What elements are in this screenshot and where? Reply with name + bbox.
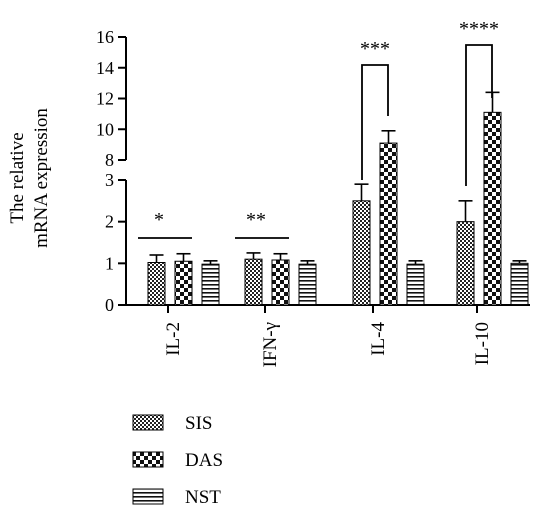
significance-bracket	[465, 44, 493, 186]
legend-swatch-NST	[132, 488, 164, 505]
x-tick-label: IL-2	[163, 322, 184, 356]
x-tick-label: IL-4	[368, 322, 389, 356]
bar-NST	[201, 263, 220, 306]
legend-swatch-DAS	[132, 451, 164, 468]
bar-SIS	[244, 258, 263, 306]
legend-label-SIS: SIS	[185, 413, 212, 434]
bar-SIS	[352, 200, 371, 306]
legend-item-DAS: DAS	[132, 450, 223, 471]
y-tick-label: 1	[105, 253, 114, 273]
y-tick-label: 12	[96, 89, 114, 109]
significance-bracket	[361, 64, 389, 180]
y-tick-label: 14	[96, 58, 114, 78]
y-tick-label: 8	[105, 150, 114, 170]
legend-item-NST: NST	[132, 487, 221, 508]
bar-SIS	[147, 262, 166, 306]
y-axis-label-line2: mRNA expression	[31, 108, 52, 248]
legend-swatch-SIS	[132, 414, 164, 431]
y-tick-label: 2	[105, 212, 114, 232]
bar-SIS	[456, 221, 475, 306]
significance-stars: *	[154, 209, 164, 231]
legend-label-DAS: DAS	[185, 450, 223, 471]
significance-stars: ****	[459, 18, 499, 40]
bar-DAS	[174, 260, 193, 306]
significance-stars: ***	[360, 38, 390, 60]
y-tick-label: 3	[105, 170, 114, 190]
y-tick-label: 16	[96, 27, 114, 47]
y-axis-label-line1: The relative	[7, 132, 28, 223]
bar-NST	[510, 262, 529, 306]
legend-item-SIS: SIS	[132, 413, 212, 434]
x-tick-label: IFN-γ	[260, 322, 281, 367]
bar-NST	[298, 263, 317, 306]
significance-stars: **	[246, 209, 266, 231]
bar-DAS	[483, 111, 502, 306]
significance-markers: * *********	[138, 18, 499, 239]
x-tick-label: IL-10	[472, 322, 493, 365]
bar-DAS	[271, 259, 290, 306]
bars	[147, 111, 529, 306]
bar-NST	[406, 263, 425, 306]
legend: SIS DAS NST	[132, 413, 223, 508]
y-tick-label: 0	[105, 295, 114, 315]
legend-label-NST: NST	[185, 487, 221, 508]
bar-DAS	[379, 142, 398, 306]
y-tick-label: 10	[96, 119, 114, 139]
